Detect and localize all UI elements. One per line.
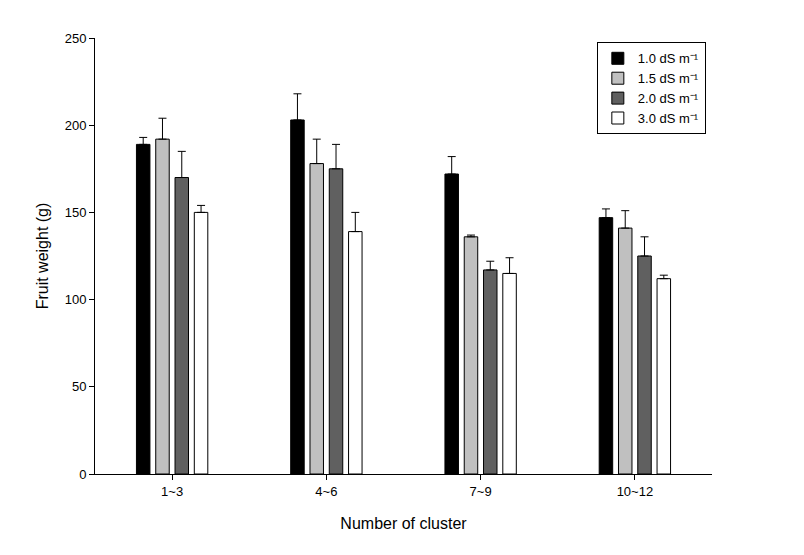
svg-text:3.0 dS m⁻¹: 3.0 dS m⁻¹ bbox=[638, 111, 699, 126]
svg-text:50: 50 bbox=[72, 379, 86, 394]
svg-text:100: 100 bbox=[65, 292, 87, 307]
svg-text:10~12: 10~12 bbox=[617, 484, 654, 499]
svg-text:0: 0 bbox=[79, 467, 86, 482]
svg-text:2.0 dS m⁻¹: 2.0 dS m⁻¹ bbox=[638, 91, 699, 106]
svg-text:1.0 dS m⁻¹: 1.0 dS m⁻¹ bbox=[638, 51, 699, 66]
svg-text:150: 150 bbox=[65, 205, 87, 220]
svg-text:Fruit weight (g): Fruit weight (g) bbox=[34, 203, 51, 310]
svg-text:1.5 dS m⁻¹: 1.5 dS m⁻¹ bbox=[638, 71, 699, 86]
svg-text:1~3: 1~3 bbox=[161, 484, 183, 499]
svg-text:200: 200 bbox=[65, 118, 87, 133]
svg-text:7~9: 7~9 bbox=[470, 484, 492, 499]
svg-text:Number of cluster: Number of cluster bbox=[340, 515, 467, 532]
svg-text:4~6: 4~6 bbox=[315, 484, 337, 499]
svg-text:250: 250 bbox=[65, 31, 87, 46]
